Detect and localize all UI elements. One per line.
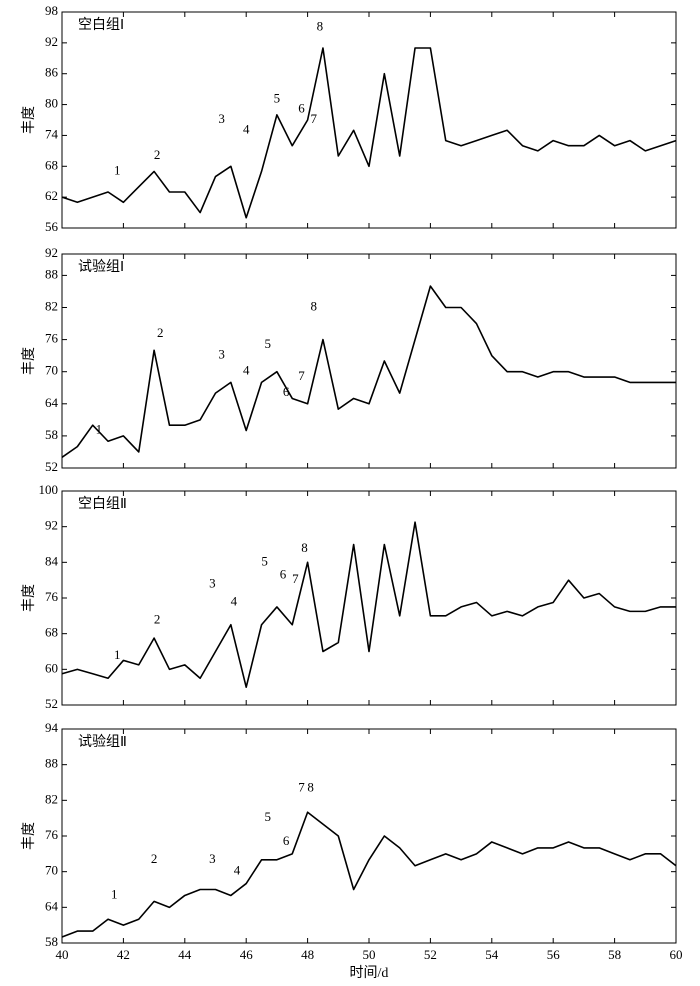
- peak-label: 2: [154, 611, 161, 626]
- peak-label: 1: [114, 162, 121, 177]
- peak-label: 3: [209, 576, 216, 591]
- data-line: [61, 285, 676, 458]
- peak-label: 1: [96, 422, 103, 437]
- peak-label: 3: [218, 347, 225, 362]
- y-tick-label: 64: [45, 898, 59, 913]
- peak-label: 1: [114, 647, 121, 662]
- y-tick-label: 76: [45, 827, 59, 842]
- y-tick-label: 58: [45, 934, 58, 949]
- y-axis-label: 丰度: [21, 822, 37, 850]
- peak-label: 4: [243, 363, 250, 378]
- x-axis-label: 时间/d: [350, 965, 389, 981]
- y-tick-label: 68: [45, 157, 58, 172]
- y-tick-label: 84: [45, 553, 59, 568]
- peak-label: 4: [231, 593, 238, 608]
- plot-frame: [61, 253, 677, 469]
- y-tick-label: 76: [45, 331, 59, 346]
- y-tick-label: 56: [45, 219, 59, 234]
- peak-label: 7: [298, 779, 305, 794]
- peak-label: 2: [154, 147, 161, 162]
- peak-label: 6: [298, 101, 305, 116]
- x-tick-label: 42: [117, 947, 130, 962]
- y-tick-label: 98: [45, 3, 58, 18]
- y-tick-label: 82: [45, 791, 58, 806]
- y-tick-label: 64: [45, 395, 59, 410]
- peak-label: 3: [218, 111, 225, 126]
- peak-label: 4: [234, 863, 241, 878]
- peak-label: 6: [283, 384, 290, 399]
- peak-label: 2: [157, 325, 164, 340]
- y-tick-label: 70: [45, 863, 58, 878]
- y-tick-label: 86: [45, 65, 59, 80]
- peak-label: 8: [301, 540, 308, 555]
- y-axis-label: 丰度: [21, 106, 37, 134]
- plot-frame: [61, 728, 677, 944]
- y-tick-label: 74: [45, 126, 59, 141]
- y-tick-label: 100: [39, 482, 59, 497]
- peak-label: 8: [317, 18, 324, 33]
- panel-title: 试验组Ⅰ: [78, 259, 124, 275]
- y-tick-label: 62: [45, 188, 58, 203]
- x-tick-label: 48: [301, 947, 314, 962]
- y-tick-label: 60: [45, 660, 58, 675]
- x-tick-label: 52: [424, 947, 437, 962]
- peak-label: 3: [209, 851, 216, 866]
- y-tick-label: 88: [45, 266, 58, 281]
- peak-label: 5: [264, 336, 271, 351]
- y-tick-label: 76: [45, 589, 59, 604]
- x-tick-label: 46: [240, 947, 254, 962]
- panel-title: 空白组Ⅱ: [78, 496, 127, 512]
- x-tick-label: 60: [670, 947, 683, 962]
- x-tick-label: 50: [363, 947, 376, 962]
- y-axis-label: 丰度: [21, 584, 37, 612]
- y-tick-label: 68: [45, 625, 58, 640]
- peak-label: 7: [292, 571, 299, 586]
- peak-label: 8: [310, 298, 317, 313]
- peak-label: 6: [280, 567, 287, 582]
- y-tick-label: 88: [45, 756, 58, 771]
- x-tick-label: 58: [608, 947, 621, 962]
- peak-label: 4: [243, 121, 250, 136]
- plot-frame: [61, 11, 677, 229]
- y-tick-label: 82: [45, 298, 58, 313]
- y-tick-label: 92: [45, 518, 58, 533]
- data-line: [61, 811, 677, 938]
- peak-label: 6: [283, 833, 290, 848]
- panel-title: 试验组Ⅱ: [78, 734, 127, 750]
- y-axis-label: 丰度: [21, 347, 37, 375]
- y-tick-label: 92: [45, 245, 58, 260]
- x-tick-label: 54: [485, 947, 499, 962]
- peak-label: 8: [307, 779, 314, 794]
- panel-title: 空白组Ⅰ: [78, 17, 124, 33]
- y-tick-label: 52: [45, 459, 58, 474]
- peak-label: 5: [261, 553, 268, 568]
- peak-label: 2: [151, 851, 158, 866]
- peak-label: 1: [111, 886, 118, 901]
- y-tick-label: 80: [45, 96, 58, 111]
- peak-label: 7: [310, 111, 317, 126]
- x-tick-label: 44: [178, 947, 192, 962]
- x-tick-label: 40: [56, 947, 69, 962]
- y-tick-label: 52: [45, 696, 58, 711]
- peak-label: 7: [298, 368, 305, 383]
- y-tick-label: 58: [45, 427, 58, 442]
- x-tick-label: 56: [547, 947, 561, 962]
- peak-label: 5: [264, 809, 271, 824]
- data-line: [61, 521, 676, 688]
- y-tick-label: 94: [45, 720, 59, 735]
- y-tick-label: 92: [45, 34, 58, 49]
- data-line: [61, 47, 677, 219]
- y-tick-label: 70: [45, 363, 58, 378]
- peak-label: 5: [274, 90, 281, 105]
